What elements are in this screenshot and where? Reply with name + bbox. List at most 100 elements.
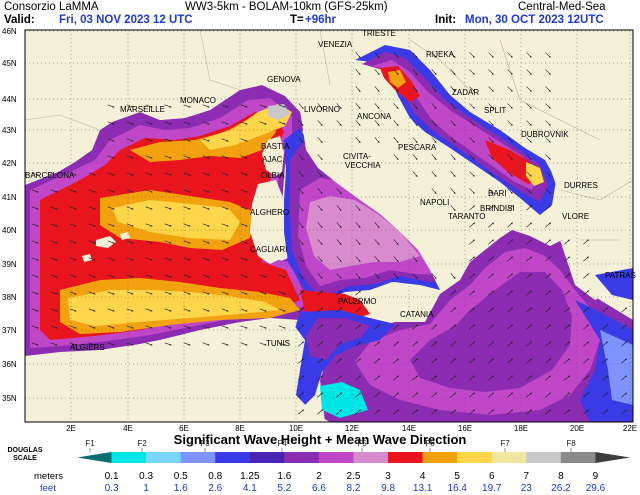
douglas-force-label: F8 xyxy=(566,439,576,448)
douglas-force-label: F2 xyxy=(137,439,147,448)
lon-label: 4E xyxy=(123,424,133,433)
place-label: BASTIA xyxy=(261,142,290,151)
place-label: ALGIERS xyxy=(70,343,105,352)
country-borders xyxy=(25,30,633,241)
lon-label: 22E xyxy=(623,424,637,433)
scale-swatch xyxy=(491,452,527,463)
feet-value: 1.6 xyxy=(173,483,188,494)
scale-swatch xyxy=(353,452,389,463)
feet-value: 13.1 xyxy=(412,483,433,494)
feet-value: 8.2 xyxy=(346,483,361,494)
place-label: BARI xyxy=(488,189,507,198)
meters-value: 9 xyxy=(592,471,599,482)
scale-swatch xyxy=(560,452,596,463)
place-label: TARANTO xyxy=(448,212,485,221)
scale-swatch xyxy=(388,452,424,463)
lat-label: 46N xyxy=(2,27,17,36)
ionian-sea xyxy=(320,230,633,422)
place-label: PESCARA xyxy=(398,143,437,152)
lon-label: 8E xyxy=(235,424,245,433)
feet-value: 9.8 xyxy=(381,483,396,494)
place-label: ANCONA xyxy=(357,112,392,121)
model-label: WW3-5km - BOLAM-10km (GFS-25km) xyxy=(185,1,388,13)
douglas-force-label: F3 xyxy=(200,439,210,448)
scale-swatch xyxy=(284,452,320,463)
meters-value: 5 xyxy=(454,471,460,482)
region-label: Central-Med-Sea xyxy=(518,1,606,13)
valid-value: Fri, 03 NOV 2023 12 UTC xyxy=(59,14,193,26)
place-label: PALERMO xyxy=(338,297,377,306)
meters-value: 3 xyxy=(385,471,391,482)
lon-label: 16E xyxy=(458,424,472,433)
place-label: ZADAR xyxy=(452,88,479,97)
douglas-force-label: F5 xyxy=(357,439,367,448)
sicily-land xyxy=(370,282,440,322)
scale-swatch xyxy=(111,452,147,463)
provider-label: Consorzio LaMMA xyxy=(4,1,99,13)
place-label: CIVITA-VECCHIA xyxy=(343,152,381,170)
latlon-grid xyxy=(25,30,633,422)
place-label: VENEZIA xyxy=(318,40,353,49)
lon-label: 6E xyxy=(179,424,189,433)
tyrrhenian-sea xyxy=(284,128,462,320)
valid-label: Valid: xyxy=(4,14,35,26)
feet-value: 16.4 xyxy=(447,483,467,494)
meters-value: 2.5 xyxy=(346,471,361,482)
wave-direction-arrows xyxy=(31,52,627,415)
meters-value: 2 xyxy=(316,471,322,482)
place-label: LIVORNO xyxy=(304,105,340,114)
feet-value: 19.7 xyxy=(482,483,502,494)
place-label: SPLIT xyxy=(484,106,506,115)
lon-label: 14E xyxy=(402,424,416,433)
scale-swatch xyxy=(422,452,458,463)
place-label: DURRES xyxy=(564,181,598,190)
feet-value: 2.6 xyxy=(208,483,223,494)
douglas-force-label: F6 xyxy=(425,439,435,448)
latitude-labels: 46N 45N 44N 43N 42N 41N 40N 39N 38N 37N 36N 35N xyxy=(2,27,17,403)
feet-value: 5.2 xyxy=(277,483,292,494)
meters-label: meters xyxy=(34,471,64,482)
place-label: RIJEKA xyxy=(426,50,455,59)
place-label: CATANIA xyxy=(400,310,434,319)
meters-value: 0.3 xyxy=(139,471,154,482)
lead-time-label: T= xyxy=(290,14,304,26)
meters-value: 6 xyxy=(488,471,495,482)
meters-value: 0.5 xyxy=(173,471,188,482)
place-label: OLBIA xyxy=(261,171,285,180)
italy-land xyxy=(300,60,560,322)
lat-label: 44N xyxy=(2,95,17,104)
init-value: Mon, 30 OCT 2023 12UTC xyxy=(465,14,604,26)
douglas-scale-label: DOUGLAS SCALE xyxy=(7,447,43,462)
place-label: BARCELONA xyxy=(25,171,75,180)
map-frame xyxy=(24,29,634,423)
feet-value: 1 xyxy=(143,483,149,494)
map-title: Significant Wave Height + Mean Wave Dire… xyxy=(173,432,467,447)
lon-label: 2E xyxy=(66,424,76,433)
douglas-force-label: F7 xyxy=(500,439,510,448)
feet-label: feet xyxy=(40,483,56,494)
scale-swatch xyxy=(77,452,112,463)
place-label: ALGHERO xyxy=(250,208,289,217)
feet-value: 0.3 xyxy=(104,483,119,494)
scale-swatch xyxy=(318,452,354,463)
scale-swatch xyxy=(180,452,216,463)
meters-value: 4 xyxy=(419,471,426,482)
meters-value: 0.1 xyxy=(104,471,119,482)
feet-value: 4.1 xyxy=(242,483,257,494)
scale-swatch xyxy=(526,452,562,463)
lat-label: 45N xyxy=(2,59,17,68)
douglas-force-label: F1 xyxy=(85,439,95,448)
place-label: MARSEILLE xyxy=(120,105,165,114)
place-labels: VENEZIA TRIESTE RIJEKA GENOVA MONACO MARSEILL… xyxy=(25,29,636,352)
meters-value: 7 xyxy=(523,471,530,482)
header: Consorzio LaMMA WW3-5km - BOLAM-10km (GF… xyxy=(0,0,640,30)
lat-label: 38N xyxy=(2,293,17,302)
aegean-edge xyxy=(595,268,633,300)
scale-swatch xyxy=(146,452,182,463)
lat-label: 40N xyxy=(2,226,17,235)
lat-label: 42N xyxy=(2,159,17,168)
place-label: GENOVA xyxy=(267,75,301,84)
place-label: MONACO xyxy=(180,96,216,105)
